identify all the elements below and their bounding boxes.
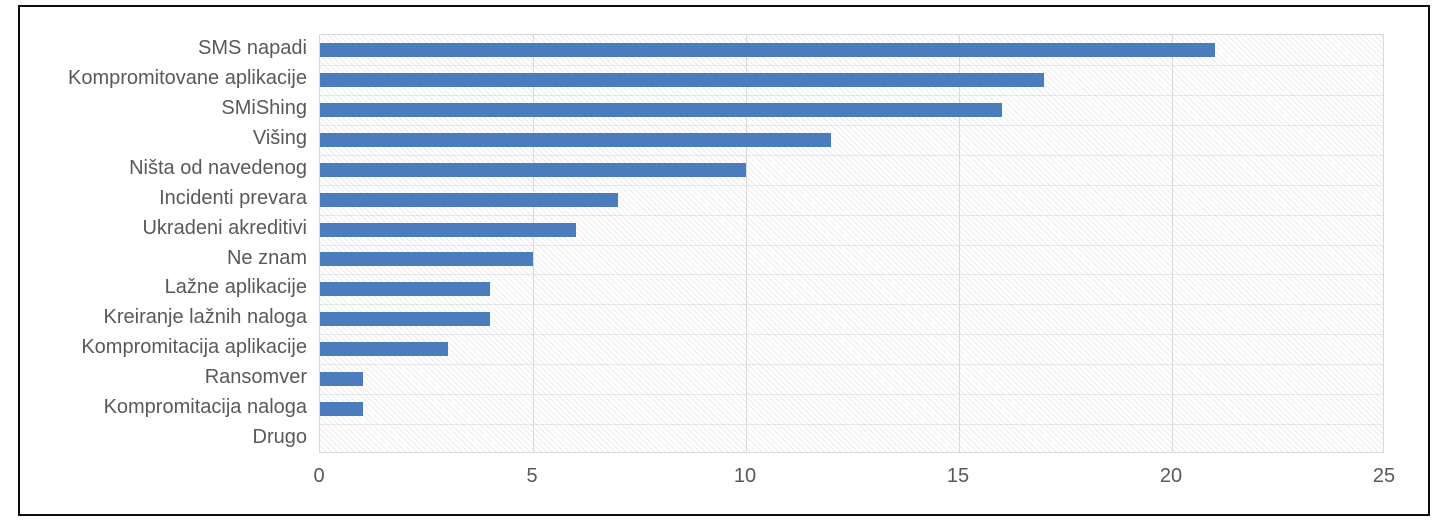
horizontal-gridline: [320, 155, 1383, 156]
bar-kompromitacija-naloga: [320, 402, 363, 417]
x-tick-label: 15: [946, 465, 970, 487]
horizontal-gridline: [320, 364, 1383, 365]
x-tick-label: 0: [313, 465, 325, 487]
category-label: Drugo: [252, 426, 307, 449]
x-tick-label: 5: [526, 465, 538, 487]
category-label: Ne znam: [226, 246, 307, 269]
bar-incidenti-prevara: [320, 192, 619, 207]
horizontal-gridline: [320, 125, 1383, 126]
category-label: SMS napadi: [198, 37, 307, 59]
category-label: Višing: [252, 126, 307, 149]
bar-sms-napadi: [320, 42, 1215, 57]
bar-kreiranje-la-nih-naloga: [320, 312, 491, 327]
bar-vi-ing: [320, 132, 832, 147]
category-label: Kreiranje lažnih naloga: [103, 306, 307, 329]
category-label: Incidenti prevara: [159, 186, 307, 209]
vertical-gridline: [1172, 35, 1173, 452]
bar-la-ne-aplikacije: [320, 282, 491, 297]
horizontal-gridline: [320, 424, 1383, 425]
x-tick-label: 20: [1159, 465, 1183, 487]
bar-ukradeni-akreditivi: [320, 222, 576, 237]
bar-ne-znam: [320, 252, 533, 267]
vertical-gridline: [959, 35, 960, 452]
category-label: Kompromitacija aplikacije: [81, 336, 307, 359]
vertical-gridline: [533, 35, 534, 452]
plot-area: [319, 34, 1384, 453]
category-label: Kompromitacija naloga: [103, 396, 307, 419]
x-tick-label: 25: [1372, 465, 1396, 487]
horizontal-gridline: [320, 185, 1383, 186]
bar-kompromitovane-aplikacije: [320, 72, 1045, 87]
horizontal-gridline: [320, 65, 1383, 66]
horizontal-gridline: [320, 274, 1383, 275]
category-label: Ništa od navedenog: [129, 156, 307, 179]
bar-kompromitacija-aplikacije: [320, 342, 448, 357]
horizontal-gridline: [320, 95, 1383, 96]
horizontal-gridline: [320, 215, 1383, 216]
category-label: Ransomver: [204, 366, 307, 389]
horizontal-gridline: [320, 245, 1383, 246]
bar-ni-ta-od-navedenog: [320, 162, 746, 177]
horizontal-gridline: [320, 304, 1383, 305]
bar-ransomver: [320, 372, 363, 387]
category-label: Lažne aplikacije: [164, 276, 307, 299]
horizontal-gridline: [320, 334, 1383, 335]
bar-smishing: [320, 102, 1002, 117]
category-label: Kompromitovane aplikacije: [67, 66, 307, 89]
category-label: Ukradeni akreditivi: [142, 216, 307, 239]
vertical-gridline: [746, 35, 747, 452]
chart-frame: SMS napadi Kompromitovane aplikacije SMiSh…: [18, 5, 1430, 516]
x-tick-label: 10: [733, 465, 757, 487]
horizontal-gridline: [320, 394, 1383, 395]
category-label: SMiShing: [221, 96, 307, 119]
